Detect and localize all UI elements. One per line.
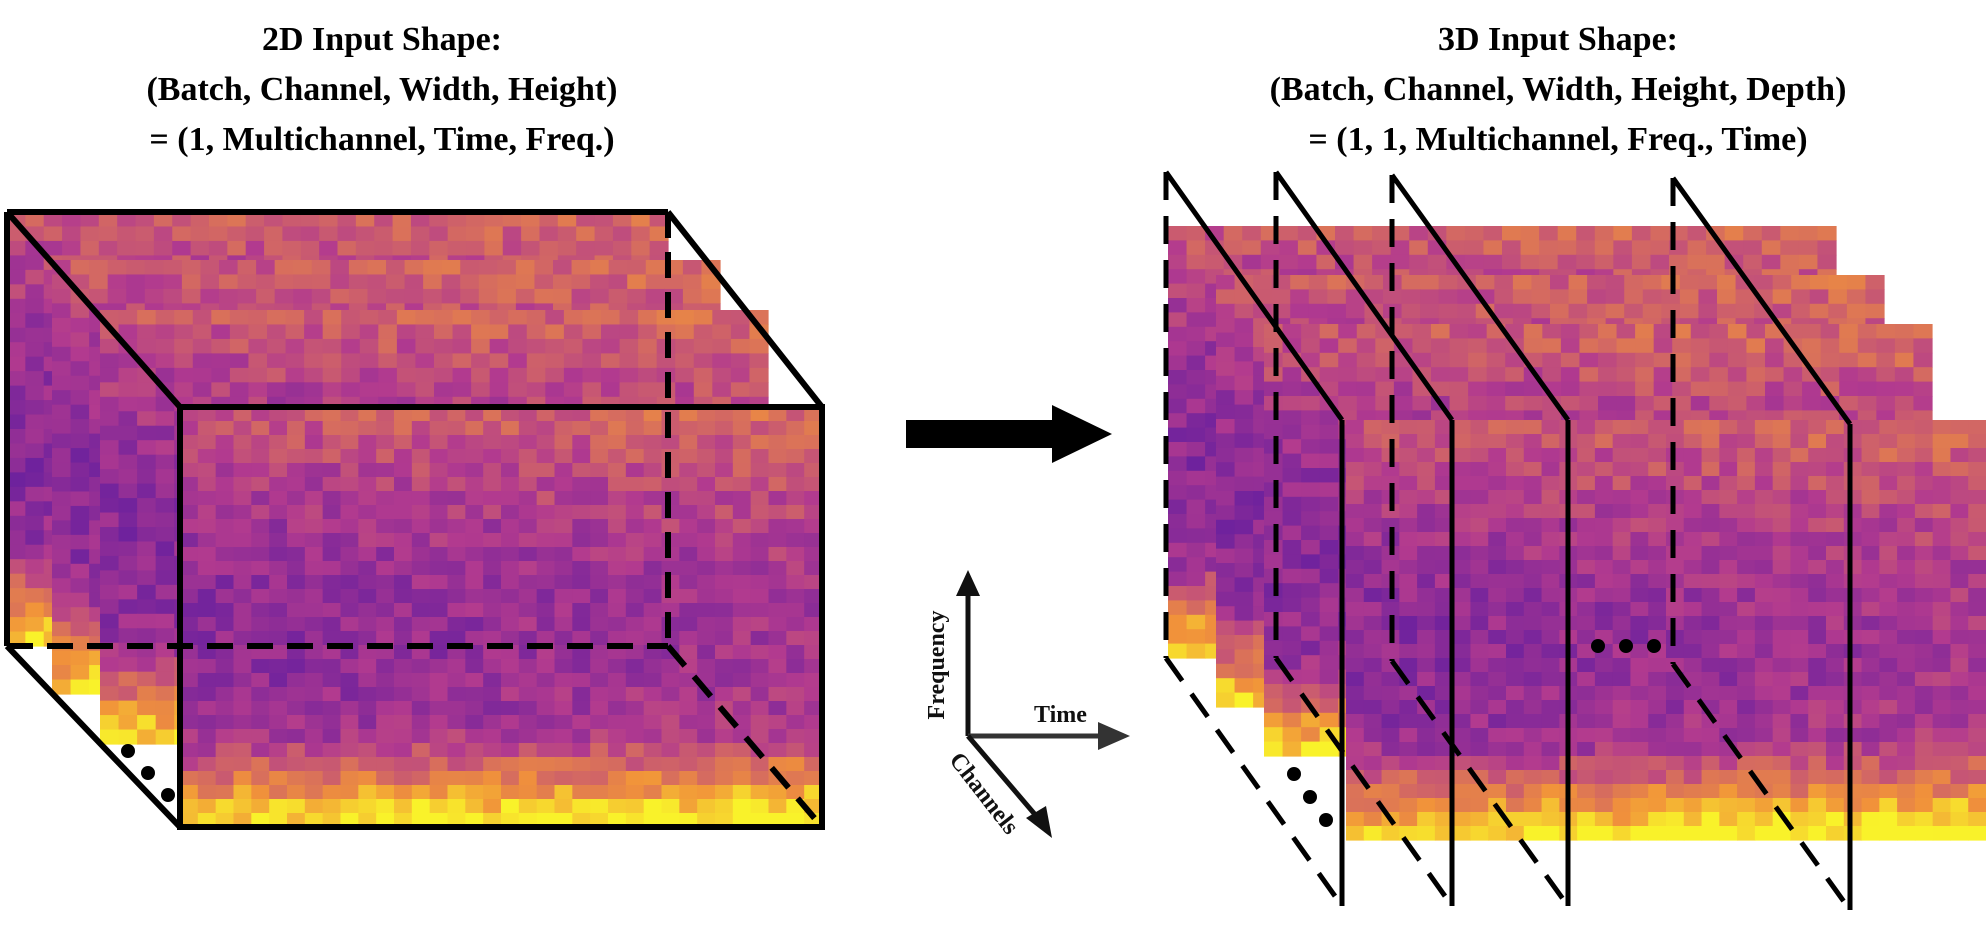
slice-plane [1670,176,1853,912]
slice-plane [1389,173,1571,908]
ellipsis-dot [1591,639,1605,653]
left-cube-outline [4,209,825,830]
ellipsis-dot [141,766,155,780]
left-title-line-3: = (1, Multichannel, Time, Freq.) [149,121,614,158]
right-ellipsis-dots [1287,639,1661,827]
time-arrow-icon [1098,722,1130,750]
right-title-line-3: = (1, 1, Multichannel, Freq., Time) [1308,121,1807,158]
right-title-line-2: (Batch, Channel, Width, Height, Depth) [1270,71,1847,108]
cube-top-left-edge [4,210,183,409]
right-title-line-1: 3D Input Shape: [1438,21,1678,58]
left-title: 2D Input Shape: (Batch, Channel, Width, … [146,21,617,158]
frequency-label: Frequency [924,611,950,720]
slice-plane [1273,170,1455,908]
right-spectrogram-stack [1168,226,1986,841]
transform-arrow-icon [906,405,1112,463]
channels-arrow-icon [1026,806,1052,838]
cube-top-right-edge [665,210,825,409]
ellipsis-dot [121,744,135,758]
ellipsis-dot [1287,767,1301,781]
cube-front-face [177,404,825,830]
time-label: Time [1034,702,1087,728]
channels-axis-line [966,734,1040,820]
right-title: 3D Input Shape: (Batch, Channel, Width, … [1270,21,1847,158]
ellipsis-dot [1619,639,1633,653]
left-title-line-1: 2D Input Shape: [262,21,502,58]
left-ellipsis-dots [121,744,175,802]
ellipsis-dot [1303,790,1317,804]
slice-plane [1163,170,1345,908]
right-slice-planes [1163,170,1853,912]
left-title-line-2: (Batch, Channel, Width, Height) [146,71,617,108]
channels-label: Channels [944,748,1024,840]
frequency-arrow-icon [956,570,980,596]
ellipsis-dot [1647,639,1661,653]
cube-bottom-left-edge [4,643,183,830]
ellipsis-dot [161,788,175,802]
left-spectrogram-stack [7,212,823,828]
axis-legend: Frequency Time Channels [924,570,1130,840]
spectrogram-image [1346,420,1986,841]
ellipsis-dot [1319,813,1333,827]
spectrogram-image [180,407,823,828]
